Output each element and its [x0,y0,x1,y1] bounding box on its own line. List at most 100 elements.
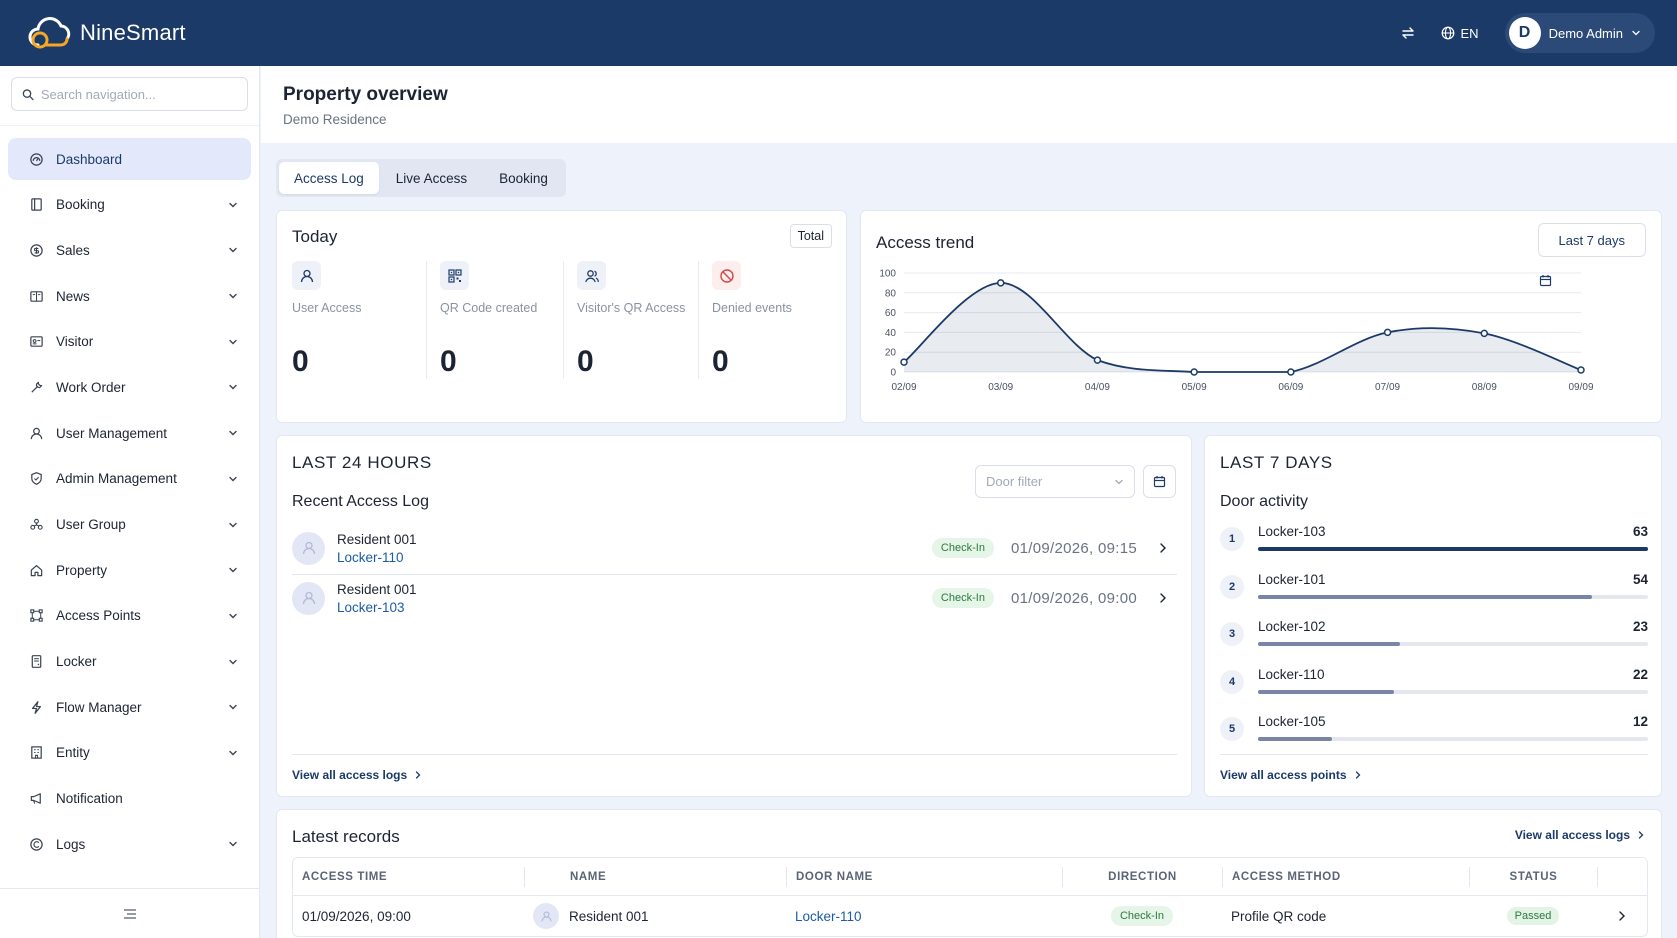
sidebar-item-label: User Group [56,517,126,532]
sidebar-item-work-order[interactable]: Work Order [8,366,251,408]
door-activity-row[interactable]: 5 Locker-105 12 [1220,714,1648,754]
data-point [1577,366,1585,374]
door-activity-row[interactable]: 4 Locker-110 22 [1220,667,1648,707]
nav-list: Dashboard Booking Sales News Visitor Work Ord… [0,125,259,862]
chevron-right-icon[interactable] [1616,910,1628,922]
column-header[interactable]: DOOR NAME [786,866,1062,887]
door-activity-row[interactable]: 1 Locker-103 63 [1220,524,1648,564]
sidebar-item-booking[interactable]: Booking [8,184,251,226]
user-menu-button[interactable]: D Demo Admin [1504,13,1655,53]
door-activity-row[interactable]: 3 Locker-102 23 [1220,619,1648,659]
sidebar-item-user-management[interactable]: User Management [8,412,251,454]
stat-value: 0 [292,345,309,378]
chevron-down-icon[interactable] [227,838,239,850]
chevron-down-icon[interactable] [227,701,239,713]
collapse-sidebar-button[interactable] [0,888,259,938]
chevron-down-icon[interactable] [227,656,239,668]
column-header[interactable]: DIRECTION [1062,866,1222,887]
total-button[interactable]: Total [789,224,832,248]
search-input[interactable] [40,86,237,102]
tab-booking[interactable]: Booking [499,170,548,186]
cell-door-name[interactable]: Locker-110 [795,908,862,924]
rank-badge: 2 [1220,574,1244,599]
activity-bar-track [1258,547,1648,551]
door-filter-select[interactable]: Door filter [975,465,1135,498]
sidebar-item-locker[interactable]: Locker [8,641,251,683]
sidebar-item-news[interactable]: News [8,275,251,317]
chevron-down-icon[interactable] [227,336,239,348]
activity-bar-track [1258,689,1648,694]
chevron-down-icon[interactable] [227,564,239,576]
denied-icon [712,261,741,290]
activity-bar-fill [1258,594,1593,599]
access-time: 01/09/2026, 09:00 [1010,589,1137,607]
tab-live-access[interactable]: Live Access [395,170,468,186]
column-header[interactable]: STATUS [1469,866,1597,887]
date-picker-button[interactable] [1143,465,1176,498]
chevron-right-icon[interactable] [1157,542,1169,554]
sidebar-item-logs[interactable]: Logs [8,823,251,862]
door-activity-row[interactable]: 2 Locker-101 54 [1220,572,1648,612]
sidebar-item-dashboard[interactable]: Dashboard [8,138,251,180]
nav-search[interactable] [11,77,248,111]
view-all-label: View all access points [1220,768,1347,782]
column-header[interactable]: ACCESS TIME [302,870,388,883]
sidebar-item-sales[interactable]: Sales [8,229,251,271]
recent-access-log-title: Recent Access Log [292,493,429,510]
chevron-down-icon[interactable] [227,427,239,439]
sidebar-item-visitor[interactable]: Visitor [8,321,251,363]
rank-badge: 1 [1220,527,1244,551]
view-all-access-logs-link[interactable]: View all access logs [292,768,423,782]
door-link[interactable]: Locker-103 [337,599,405,615]
cell-status: Passed [1469,907,1597,925]
chevron-down-icon[interactable] [227,473,239,485]
door-link[interactable]: Locker-110 [337,549,404,565]
chevron-right-icon[interactable] [1157,592,1169,604]
chevron-down-icon[interactable] [227,244,239,256]
stat-value: 0 [440,345,457,378]
table-row[interactable]: 01/09/2026, 09:00 Resident 001 Locker-11… [293,896,1647,936]
sidebar: Dashboard Booking Sales News Visitor Work Ord… [0,66,260,938]
chevron-down-icon[interactable] [227,199,239,211]
sidebar-item-flow-manager[interactable]: Flow Manager [8,686,251,728]
sidebar-item-property[interactable]: Property [8,549,251,591]
locker-icon [28,654,44,670]
view-all-access-logs-link[interactable]: View all access logs [1515,828,1646,842]
view-all-access-points-link[interactable]: View all access points [1220,768,1363,782]
sidebar-item-user-group[interactable]: User Group [8,504,251,546]
sidebar-item-access-points[interactable]: Access Points [8,595,251,637]
language-button[interactable]: EN [1441,26,1479,41]
stat-label: QR Code created [440,301,538,315]
sidebar-item-admin-management[interactable]: Admin Management [8,458,251,500]
date-range-button[interactable]: Last 7 days [1537,223,1646,287]
switch-button[interactable] [1401,26,1415,40]
y-tick-label: 20 [885,348,897,359]
column-header[interactable]: NAME [524,866,786,887]
list-item[interactable]: Resident 001 Locker-103 Check-In 01/09/2… [292,574,1177,622]
user-icon [302,541,315,555]
cloud-logo-icon [28,17,71,49]
brand-logo[interactable]: NineSmart [26,15,186,51]
access-trend-card: Access trend Last 7 days 0 20 40 60 80 100 02/… [860,210,1662,423]
chevron-down-icon[interactable] [227,290,239,302]
chevron-down-icon[interactable] [227,747,239,759]
chevron-down-icon[interactable] [227,381,239,393]
data-point [1383,328,1392,337]
cell-actions[interactable] [1597,910,1647,922]
globe-icon [1441,26,1454,40]
last-24-heading: LAST 24 HOURS [292,453,432,472]
door-count: 22 [1632,666,1648,682]
y-tick-label: 100 [879,269,896,280]
stat-label: Visitor's QR Access [577,301,686,315]
user-icon [28,425,44,441]
chevron-down-icon[interactable] [227,610,239,622]
column-header[interactable]: ACCESS METHOD [1222,866,1469,887]
door-name: Locker-103 [1258,524,1326,539]
activity-bar-fill [1258,642,1401,646]
sidebar-item-entity[interactable]: Entity [8,732,251,774]
sidebar-item-notification[interactable]: Notification [8,778,251,820]
avatar: D [1508,17,1541,49]
tab-access-log[interactable]: Access Log [279,162,379,194]
chevron-down-icon[interactable] [227,519,239,531]
list-item[interactable]: Resident 001 Locker-110 Check-In 01/09/2… [292,524,1177,572]
